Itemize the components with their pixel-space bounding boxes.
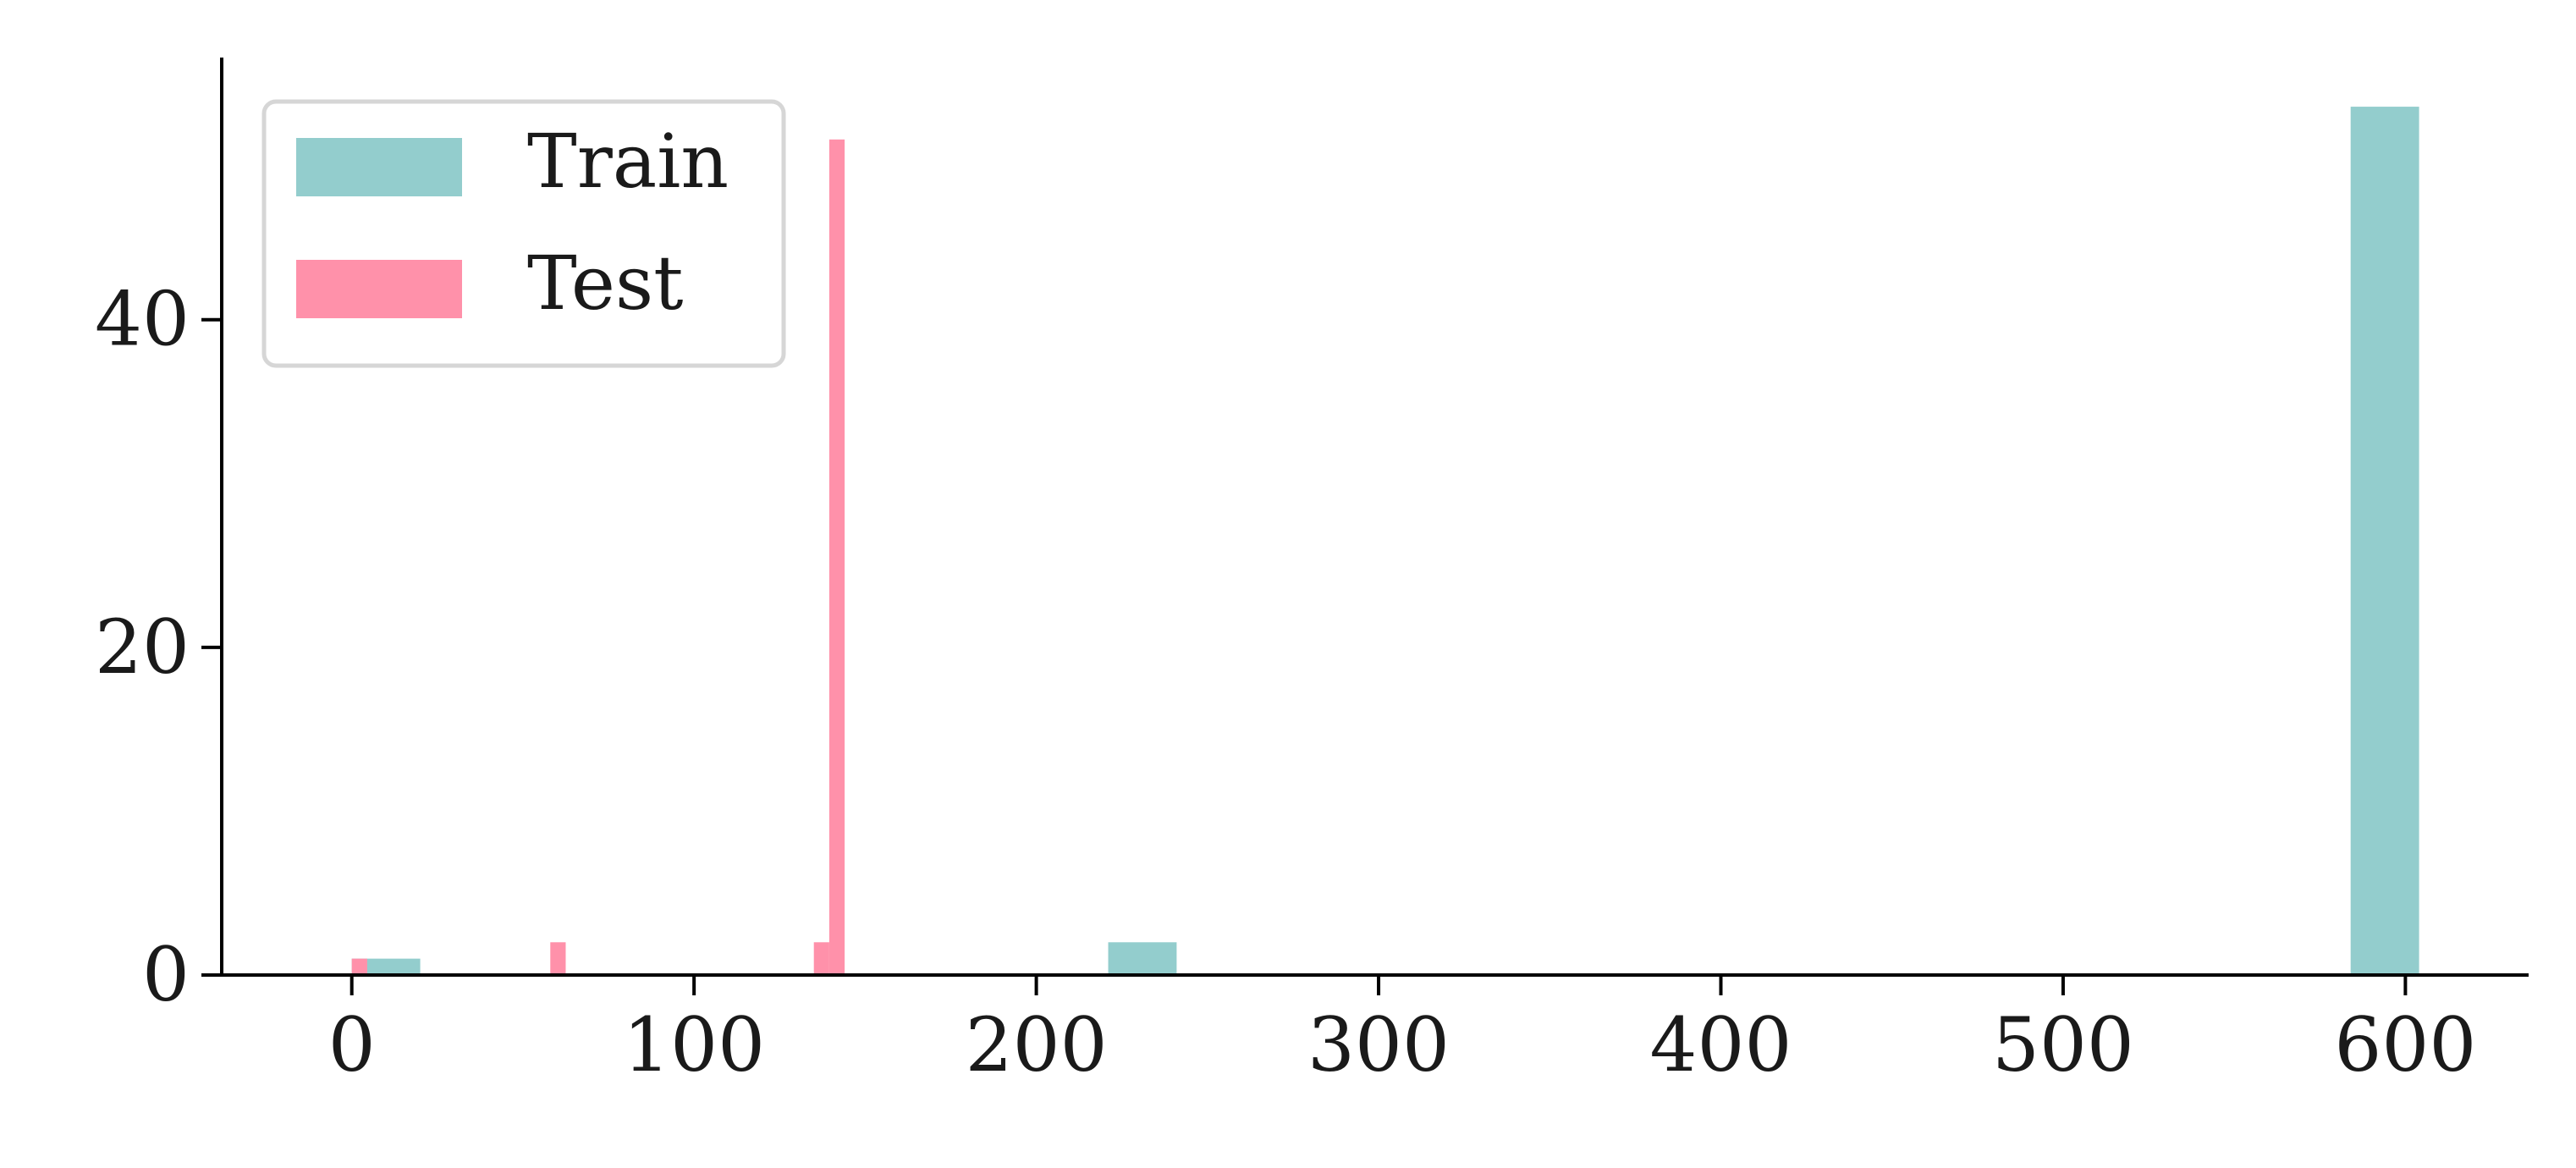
legend: Train Test (261, 99, 786, 368)
x-tick-label-500: 500 (1992, 1001, 2134, 1088)
legend-label-test: Test (527, 240, 683, 327)
legend-swatch-train (296, 138, 462, 196)
test-bar-2 (813, 942, 829, 975)
axes-layer (220, 58, 2529, 977)
y-tick-label-40: 40 (95, 276, 190, 363)
train-bar-1 (1108, 942, 1177, 975)
train-bar-2 (2350, 107, 2419, 976)
x-tick-label-600: 600 (2334, 1001, 2476, 1088)
test-bar-3 (828, 139, 845, 976)
x-tick-label-300: 300 (1307, 1001, 1450, 1088)
test-bar-0 (351, 958, 367, 975)
x-tick-label-400: 400 (1650, 1001, 1792, 1088)
test-bar-1 (550, 942, 566, 975)
ticks-layer: 0 100 200 300 400 500 600 0 20 40 (95, 276, 2476, 1088)
x-tick-label-200: 200 (966, 1001, 1108, 1088)
y-tick-label-20: 20 (95, 603, 190, 691)
y-tick-label-0: 0 (142, 931, 190, 1018)
legend-label-train: Train (527, 118, 729, 205)
train-bar-0 (351, 958, 421, 975)
x-tick-label-100: 100 (623, 1001, 765, 1088)
bars-layer (351, 107, 2419, 976)
x-tick-label-0: 0 (328, 1001, 376, 1088)
legend-swatch-test (296, 260, 462, 318)
